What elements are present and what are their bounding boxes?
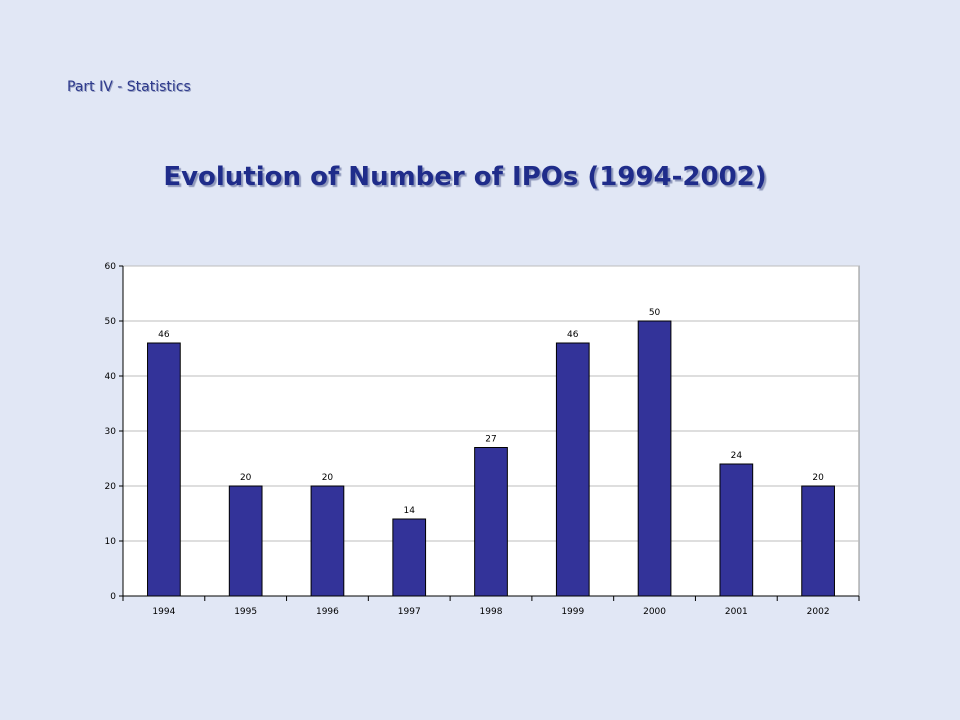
data-label-1999: 46 [567,330,579,340]
y-tick-label: 20 [105,482,117,492]
y-tick-label: 60 [105,262,117,272]
bar-1998 [474,447,508,597]
section-label: Part IV - Statistics [67,79,191,95]
axes [119,265,860,601]
bar-1999 [555,342,590,597]
x-tick-label-1999: 1999 [561,607,584,617]
bar-1994 [147,342,181,597]
x-tick-label-2000: 2000 [643,607,666,617]
bar-1995 [228,485,263,597]
y-tick-label: 30 [105,427,117,437]
y-tick-label: 50 [105,317,117,327]
data-label-1995: 20 [240,473,252,483]
bar-2000 [637,320,672,597]
data-label-2000: 50 [649,308,661,318]
x-tick-label-2002: 2002 [807,607,830,617]
data-label-2001: 24 [731,451,743,461]
y-tick-label: 40 [105,372,117,382]
y-tick-label: 0 [110,592,116,602]
chart-title: Evolution of Number of IPOs (1994-2002) [163,162,767,192]
x-tick-label-1996: 1996 [316,607,339,617]
y-tick-label: 10 [105,537,117,547]
bar-2002 [801,485,835,597]
x-tick-label-1998: 1998 [480,607,503,617]
x-tick-label-1995: 1995 [234,607,257,617]
data-label-1997: 14 [403,506,415,516]
data-label-2002: 20 [812,473,824,483]
x-tick-label-2001: 2001 [725,607,748,617]
data-label-1996: 20 [322,473,334,483]
data-label-1998: 27 [485,435,496,445]
x-tick-label-1994: 1994 [152,607,175,617]
bar-1997 [392,518,427,597]
bar-1996 [310,485,345,597]
data-label-1994: 46 [158,330,170,340]
labels: 0 10 20 30 40 50 60 46 1994 20 1995 20 1996 14 1997 27 1… [105,262,830,617]
bar-2001 [719,463,754,597]
bars [147,320,835,597]
x-tick-label-1997: 1997 [398,607,421,617]
